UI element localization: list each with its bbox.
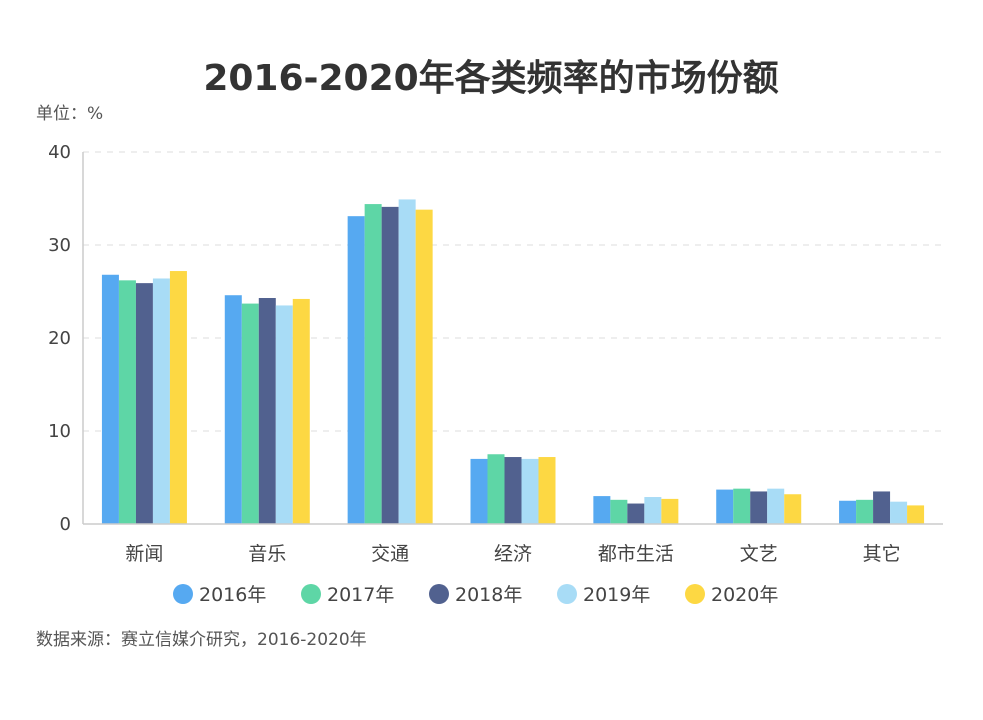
legend-label: 2019年 xyxy=(583,584,650,606)
bar xyxy=(118,280,136,524)
x-tick-label: 音乐 xyxy=(248,543,286,565)
bar xyxy=(538,457,556,524)
y-tick-label: 40 xyxy=(48,142,71,163)
legend-marker xyxy=(301,584,321,604)
x-tick-label: 经济 xyxy=(494,543,532,565)
bar xyxy=(470,458,488,524)
bar xyxy=(856,499,874,524)
legend: 2016年 2017年 2018年 2019年 2020年 xyxy=(173,584,778,606)
y-tick-label: 30 xyxy=(48,235,71,256)
bar xyxy=(487,454,505,524)
bar xyxy=(292,298,310,524)
y-tick-label: 0 xyxy=(60,514,71,535)
bar xyxy=(135,283,153,524)
bar xyxy=(398,199,416,524)
y-tick-label: 10 xyxy=(48,421,71,442)
legend-item: 2016年 xyxy=(173,584,266,606)
bar xyxy=(224,295,242,524)
bar xyxy=(873,491,891,524)
bar xyxy=(767,488,785,524)
bar xyxy=(644,497,662,524)
x-axis: 新闻 音乐 交通 经济 都市生活 文艺 其它 xyxy=(83,523,943,565)
legend-label: 2018年 xyxy=(455,584,522,606)
grid-lines xyxy=(83,151,943,432)
chart-title: 2016-2020年各类频率的市场份额 xyxy=(203,58,778,99)
bar xyxy=(750,491,768,524)
x-tick-label: 都市生活 xyxy=(598,543,674,565)
bar xyxy=(347,216,365,525)
bar xyxy=(733,488,751,524)
bar xyxy=(152,278,170,524)
legend-marker xyxy=(173,584,193,604)
bar xyxy=(661,498,679,524)
bar xyxy=(504,457,522,524)
x-tick-label: 其它 xyxy=(863,543,901,565)
bar xyxy=(716,489,734,524)
legend-item: 2018年 xyxy=(429,584,522,606)
bar xyxy=(101,274,119,524)
y-axis: 0 10 20 30 40 xyxy=(48,142,84,535)
legend-label: 2017年 xyxy=(327,584,394,606)
bar xyxy=(890,501,908,524)
legend-marker xyxy=(557,584,577,604)
bar xyxy=(241,303,259,524)
legend-item: 2019年 xyxy=(557,584,650,606)
x-tick-label: 交通 xyxy=(371,543,409,565)
legend-marker xyxy=(685,584,705,604)
bar xyxy=(593,496,611,524)
bar xyxy=(907,505,925,524)
unit-label: 单位：% xyxy=(36,104,103,124)
bar xyxy=(258,298,276,524)
bar xyxy=(169,271,187,524)
bar xyxy=(784,494,802,524)
legend-label: 2016年 xyxy=(199,584,266,606)
legend-label: 2020年 xyxy=(711,584,778,606)
bar xyxy=(610,499,628,524)
bar xyxy=(364,204,382,524)
source-note: 数据来源：赛立信媒介研究，2016-2020年 xyxy=(36,629,367,650)
bar xyxy=(521,458,539,524)
y-tick-label: 20 xyxy=(48,328,71,349)
bar xyxy=(839,500,857,524)
legend-item: 2017年 xyxy=(301,584,394,606)
legend-marker xyxy=(429,584,449,604)
bar xyxy=(275,305,293,524)
bar xyxy=(381,206,399,524)
x-tick-label: 文艺 xyxy=(740,543,778,565)
bar xyxy=(627,503,645,524)
x-tick-label: 新闻 xyxy=(125,543,163,565)
legend-item: 2020年 xyxy=(685,584,778,606)
bars-group xyxy=(101,199,925,525)
bar xyxy=(415,209,433,524)
